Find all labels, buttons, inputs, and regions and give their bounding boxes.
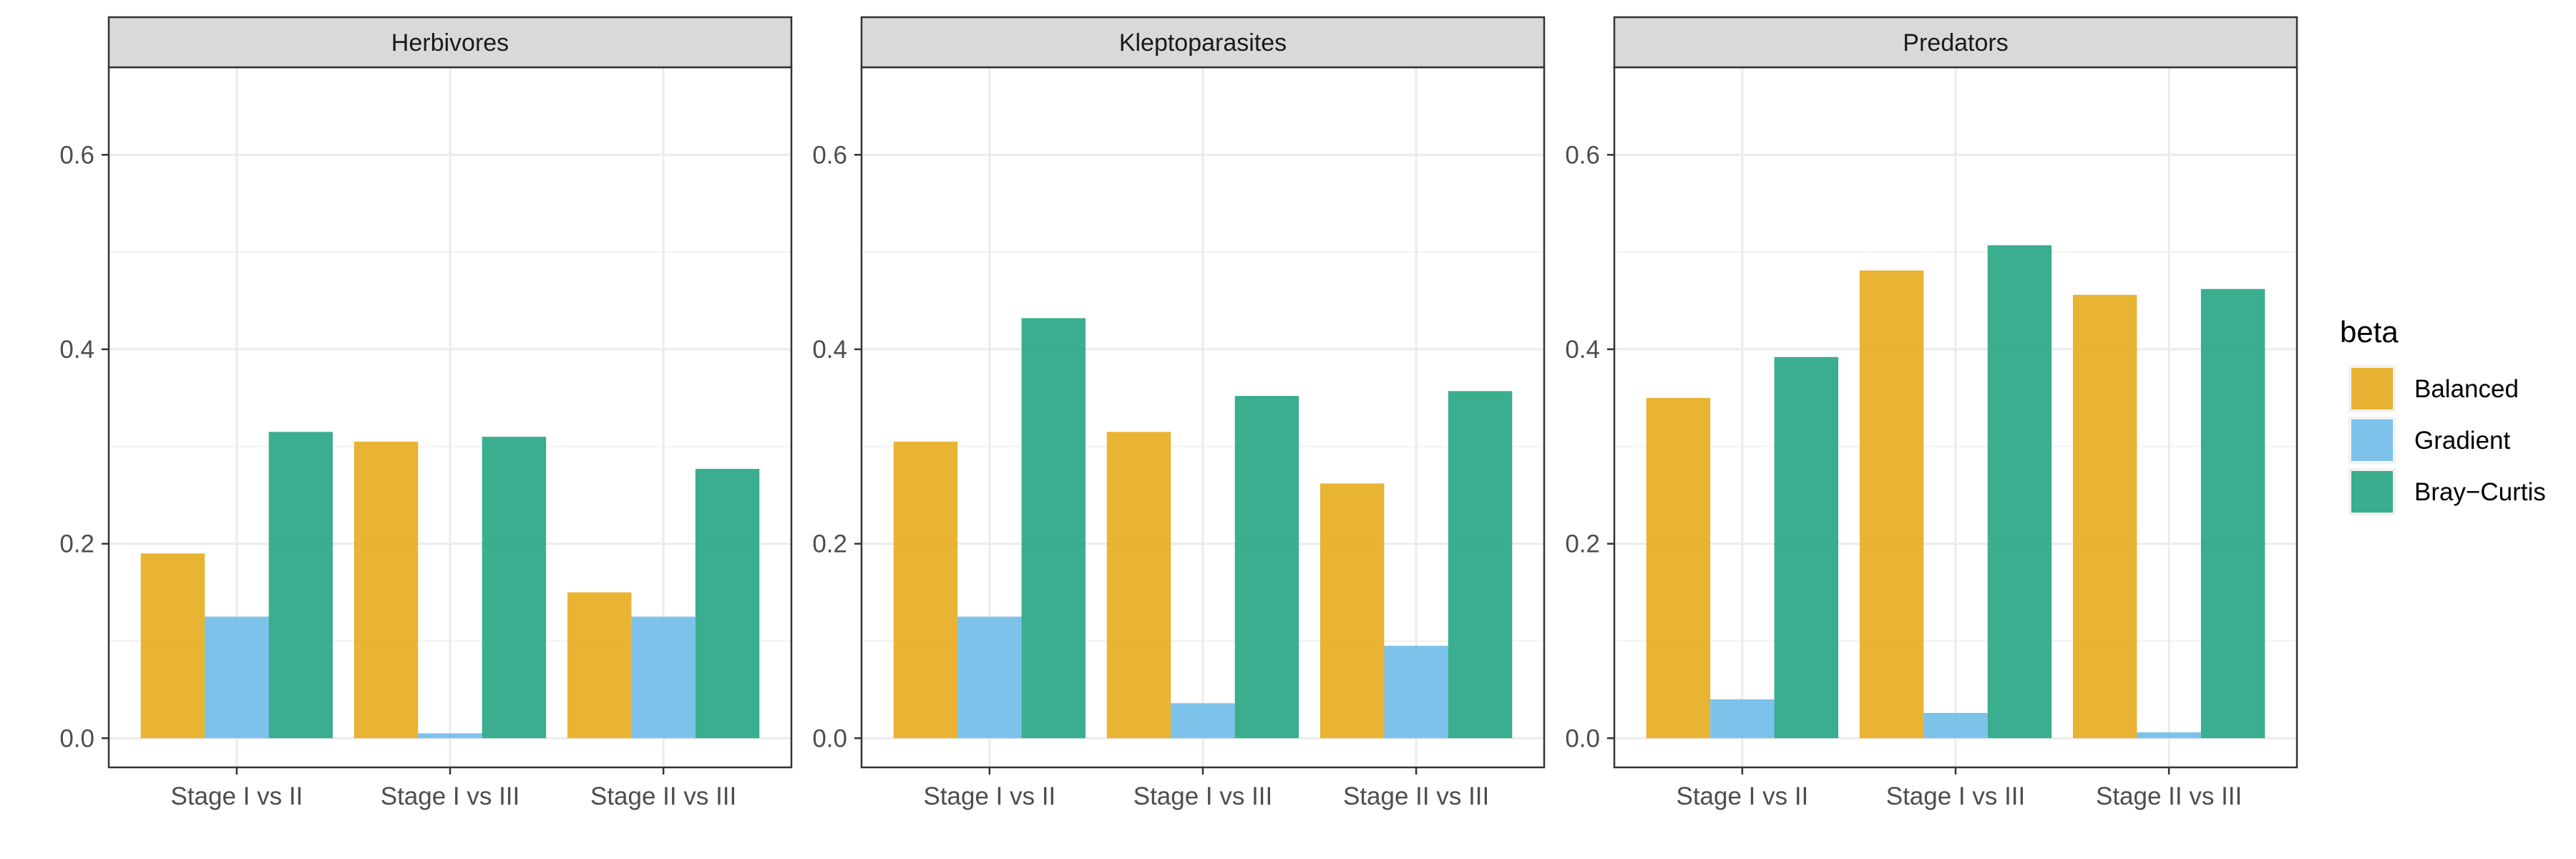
y-tick-label: 0.0	[1565, 724, 1600, 752]
facet-strip	[107, 16, 793, 69]
x-tick-label: Stage I vs II	[170, 782, 303, 810]
chart-facets: Herbivores 0.0 0.2 0.4 0.6 Stage I vs II Stage…	[59, 16, 2298, 810]
legend-key-bray-curtis	[2351, 471, 2393, 513]
y-tick-label: 0.4	[59, 336, 94, 364]
bar-balanced-stage-ii-vs-iii	[567, 592, 632, 739]
bar-bray-curtis-stage-i-vs-ii	[268, 432, 333, 739]
bar-gradient-stage-i-vs-ii	[957, 616, 1022, 739]
bar-gradient-stage-i-vs-ii	[1710, 699, 1775, 739]
bar-gradient-stage-ii-vs-iii	[1384, 646, 1448, 739]
legend-key-balanced	[2351, 368, 2393, 409]
bar-balanced-stage-i-vs-iii	[1106, 432, 1171, 739]
x-tick-label: Stage II vs III	[590, 782, 736, 810]
bar-bray-curtis-stage-ii-vs-iii	[2200, 288, 2265, 739]
y-tick-label: 0.4	[1565, 336, 1600, 364]
bar-bray-curtis-stage-i-vs-iii	[1987, 245, 2052, 739]
bar-balanced-stage-i-vs-ii	[1646, 397, 1711, 739]
bar-gradient-stage-ii-vs-iii	[2137, 732, 2201, 739]
bar-balanced-stage-ii-vs-iii	[2072, 294, 2137, 739]
facet-strip	[1613, 16, 2298, 69]
bar-balanced-stage-ii-vs-iii	[1319, 483, 1385, 739]
facet-title: Kleptoparasites	[1119, 29, 1287, 57]
bar-gradient-stage-i-vs-ii	[205, 616, 269, 739]
bar-bray-curtis-stage-i-vs-iii	[482, 437, 547, 739]
x-tick-label: Stage I vs III	[381, 782, 520, 810]
y-tick-label: 0.6	[1565, 141, 1600, 169]
y-tick-label: 0.4	[812, 336, 847, 364]
y-tick-label: 0.0	[59, 724, 94, 752]
bar-balanced-stage-i-vs-iii	[353, 441, 419, 739]
x-tick-label: Stage II vs III	[2096, 782, 2242, 810]
x-tick-label: Stage II vs III	[1343, 782, 1489, 810]
y-tick-label: 0.6	[59, 141, 94, 169]
facet-predators: Predators 0.0 0.2 0.4 0.6 Stage I vs II Stage …	[1565, 16, 2298, 810]
bar-bray-curtis-stage-i-vs-iii	[1234, 396, 1299, 739]
bar-bray-curtis-stage-ii-vs-iii	[695, 468, 760, 739]
bar-balanced-stage-i-vs-ii	[140, 553, 205, 739]
facet-title: Herbivores	[391, 29, 509, 57]
facet-kleptoparasites: Kleptoparasites 0.0 0.2 0.4 0.6 Stage I vs II…	[812, 16, 1546, 810]
bar-gradient-stage-ii-vs-iii	[631, 616, 696, 739]
facet-herbivores: Herbivores 0.0 0.2 0.4 0.6 Stage I vs II Stage…	[59, 16, 793, 810]
x-tick-label: Stage I vs II	[1676, 782, 1808, 810]
x-tick-label: Stage I vs III	[1133, 782, 1273, 810]
bar-bray-curtis-stage-i-vs-ii	[1021, 318, 1086, 739]
facet-strip	[860, 16, 1546, 69]
facet-title: Predators	[1903, 29, 2008, 57]
y-tick-label: 0.2	[812, 530, 847, 558]
y-tick-label: 0.6	[812, 141, 847, 169]
legend-key-gradient	[2351, 419, 2393, 461]
legend-title: beta	[2340, 315, 2399, 349]
bar-bray-curtis-stage-ii-vs-iii	[1448, 391, 1513, 739]
y-tick-label: 0.2	[59, 530, 94, 558]
x-tick-label: Stage I vs III	[1886, 782, 2026, 810]
y-tick-label: 0.0	[812, 724, 847, 752]
bar-gradient-stage-i-vs-iii	[1923, 712, 1988, 739]
bar-balanced-stage-i-vs-iii	[1859, 270, 1924, 739]
legend-label-gradient: Gradient	[2414, 427, 2511, 455]
legend-label-bray-curtis: Bray−Curtis	[2414, 478, 2546, 506]
bar-balanced-stage-i-vs-ii	[893, 441, 958, 739]
legend: beta Balanced Gradient Bray−Curtis	[2340, 315, 2546, 515]
legend-label-balanced: Balanced	[2414, 375, 2519, 403]
legend-items: Balanced Gradient Bray−Curtis	[2348, 365, 2546, 515]
x-tick-label: Stage I vs II	[923, 782, 1055, 810]
bar-gradient-stage-i-vs-iii	[1171, 703, 1235, 739]
y-tick-label: 0.2	[1565, 530, 1600, 558]
bar-bray-curtis-stage-i-vs-ii	[1774, 356, 1839, 739]
bar-gradient-stage-i-vs-iii	[418, 733, 482, 739]
